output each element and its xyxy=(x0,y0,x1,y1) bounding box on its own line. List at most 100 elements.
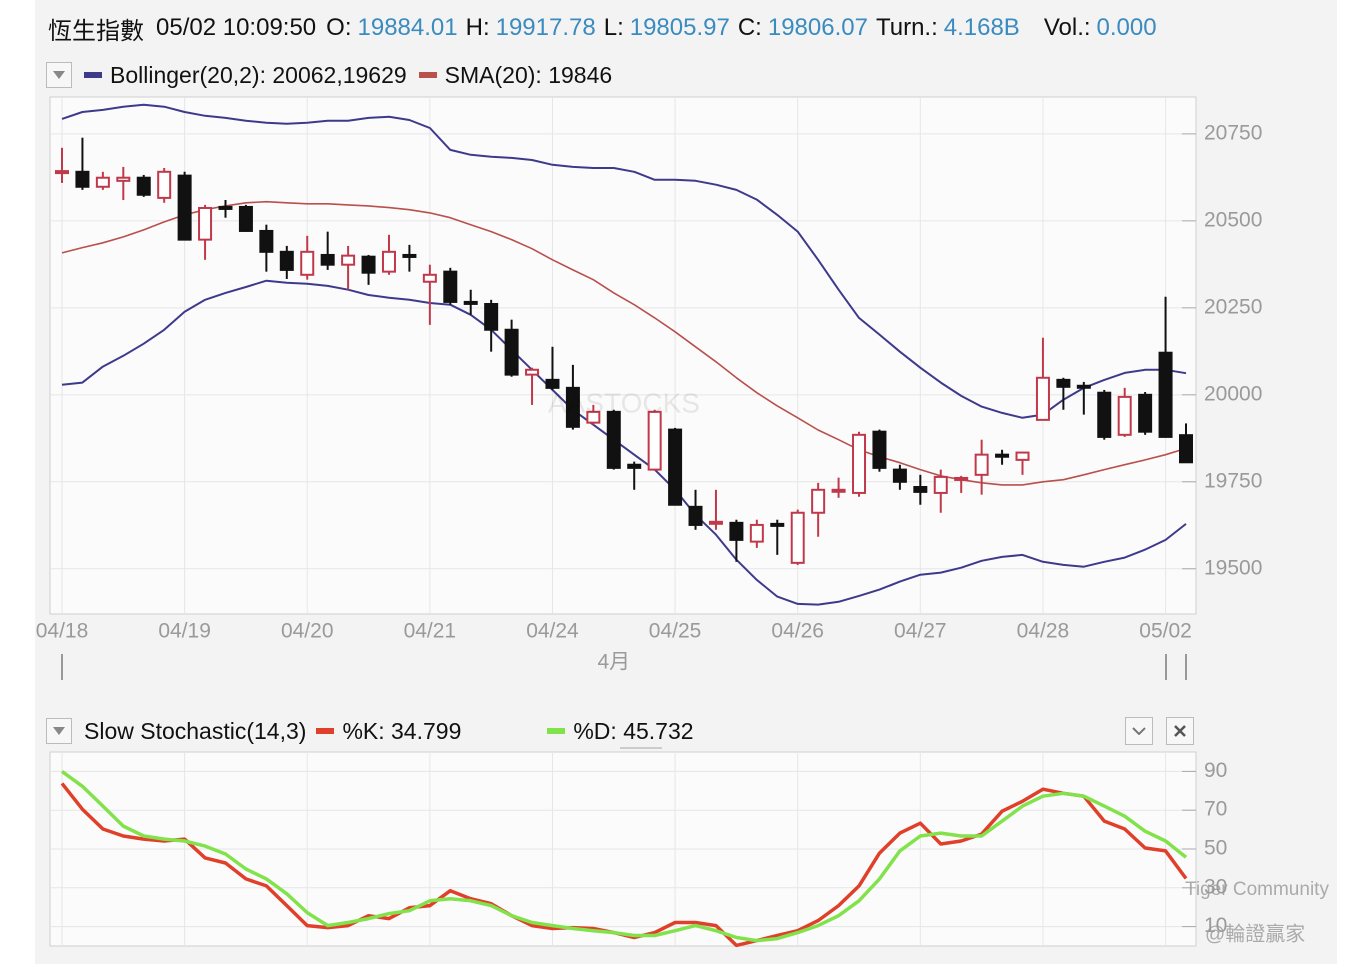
y-tick-label: 50 xyxy=(1204,837,1227,860)
y-tick-label: 90 xyxy=(1204,759,1227,782)
candle-body xyxy=(852,433,867,494)
field-value: 19917.78 xyxy=(495,14,596,41)
stoch-legend: Slow Stochastic(14,3) %K: 34.799 %D: 45.… xyxy=(46,716,694,746)
field-value: 19806.07 xyxy=(767,14,868,41)
candle-body xyxy=(157,170,172,199)
y-tick-label: 20250 xyxy=(1204,295,1262,318)
candle-body xyxy=(995,453,1010,458)
y-tick-label: 70 xyxy=(1204,798,1227,821)
candle-body xyxy=(300,250,315,276)
candle-body xyxy=(341,254,356,266)
candle-body xyxy=(729,521,744,541)
candle-body xyxy=(790,511,805,564)
candle-body xyxy=(688,505,703,526)
month-label: 4月 xyxy=(597,651,630,674)
candle-body xyxy=(463,300,478,305)
candle-body xyxy=(1076,384,1091,389)
y-tick-label: 20750 xyxy=(1204,121,1262,144)
collapse-button[interactable] xyxy=(1125,717,1153,745)
candle-body xyxy=(1015,451,1030,461)
candle-body xyxy=(1035,376,1050,421)
candle-body xyxy=(259,229,274,253)
candle-body xyxy=(55,170,69,175)
field-value: 19805.97 xyxy=(629,14,730,41)
candle-body xyxy=(647,410,662,471)
candle-body xyxy=(320,253,335,266)
candle-body xyxy=(75,170,90,188)
candle-body xyxy=(892,468,907,483)
plot-area xyxy=(49,96,1197,615)
candle-body xyxy=(1097,391,1112,438)
candle-body xyxy=(913,486,928,493)
candle-body xyxy=(238,205,253,232)
field-label: L: xyxy=(603,14,624,41)
main-legend: Bollinger(20,2): 20062,19629 SMA(20): 19… xyxy=(46,60,612,90)
field-value: 4.168B xyxy=(943,14,1020,41)
field-label: C: xyxy=(737,14,762,41)
indicator-menu-button[interactable] xyxy=(46,62,72,88)
legend-label: Bollinger(20,2): 20062,19629 xyxy=(110,61,407,88)
indicator-title: Slow Stochastic(14,3) xyxy=(84,717,307,744)
candle-body xyxy=(177,174,192,241)
candle-body xyxy=(668,428,683,506)
x-tick-label: 04/26 xyxy=(771,620,824,643)
y-tick-label: 10 xyxy=(1204,914,1227,937)
candle-body xyxy=(933,475,948,494)
candle-body xyxy=(974,453,989,476)
candle-body xyxy=(484,303,499,331)
field-label: Turn.: xyxy=(875,14,938,41)
candle-body xyxy=(361,255,376,274)
candle-body xyxy=(811,488,826,514)
indicator-menu-button[interactable] xyxy=(46,718,72,744)
legend-swatch xyxy=(84,72,102,78)
candle-body xyxy=(606,410,621,469)
candle-body xyxy=(525,368,540,376)
candle-body xyxy=(831,488,846,493)
candle-body xyxy=(95,176,110,188)
x-tick-label: 04/19 xyxy=(158,620,211,643)
watermark: AASTOCKS xyxy=(548,387,700,418)
close-button[interactable] xyxy=(1166,717,1194,745)
y-tick-label: 30 xyxy=(1204,875,1227,898)
y-tick-label: 19750 xyxy=(1204,469,1262,492)
candle-body xyxy=(1056,378,1071,388)
legend-label: SMA(20): 19846 xyxy=(444,61,613,88)
legend-label: %K: 34.799 xyxy=(342,717,462,744)
x-tick-label: 04/25 xyxy=(649,620,702,643)
field-value: 0.000 xyxy=(1096,14,1157,41)
candle-body xyxy=(627,463,642,469)
y-tick-label: 19500 xyxy=(1204,556,1262,579)
candle-body xyxy=(218,205,233,210)
legend-label: %D: 45.732 xyxy=(573,717,694,744)
field-label: Vol.: xyxy=(1043,14,1091,41)
candle-body xyxy=(136,176,151,196)
quote-time: 05/02 10:09:50 xyxy=(156,14,317,41)
bollinger-upper xyxy=(61,103,1187,419)
x-tick-label: 04/18 xyxy=(36,620,89,643)
y-tick-label: 20000 xyxy=(1204,382,1262,405)
bollinger-lower xyxy=(61,279,1187,606)
candle-body xyxy=(1117,395,1132,436)
field-label: H: xyxy=(465,14,490,41)
candle-body xyxy=(565,386,580,428)
candle-body xyxy=(545,378,560,389)
x-tick-label: 05/02 xyxy=(1139,620,1192,643)
candle-body xyxy=(872,430,887,469)
candle-body xyxy=(586,410,601,424)
candle-body xyxy=(749,523,764,543)
candle-body xyxy=(1138,393,1153,433)
candle-body xyxy=(116,176,131,182)
candle-body xyxy=(708,520,723,525)
watermark: Tiger Community xyxy=(1185,879,1329,900)
field-label: O: xyxy=(326,14,352,41)
stochastic-line xyxy=(60,769,1188,943)
y-tick-label: 20500 xyxy=(1204,208,1262,231)
sma-line xyxy=(61,200,1187,486)
watermark: @輪證贏家 xyxy=(1205,922,1305,945)
candle-body xyxy=(443,270,458,303)
legend-swatch xyxy=(418,72,437,78)
index-name: 恆生指數 xyxy=(48,17,144,45)
quote-header: 恆生指數 05/02 10:09:50 O: 19884.01 H: 19917.78… xyxy=(48,12,1157,45)
